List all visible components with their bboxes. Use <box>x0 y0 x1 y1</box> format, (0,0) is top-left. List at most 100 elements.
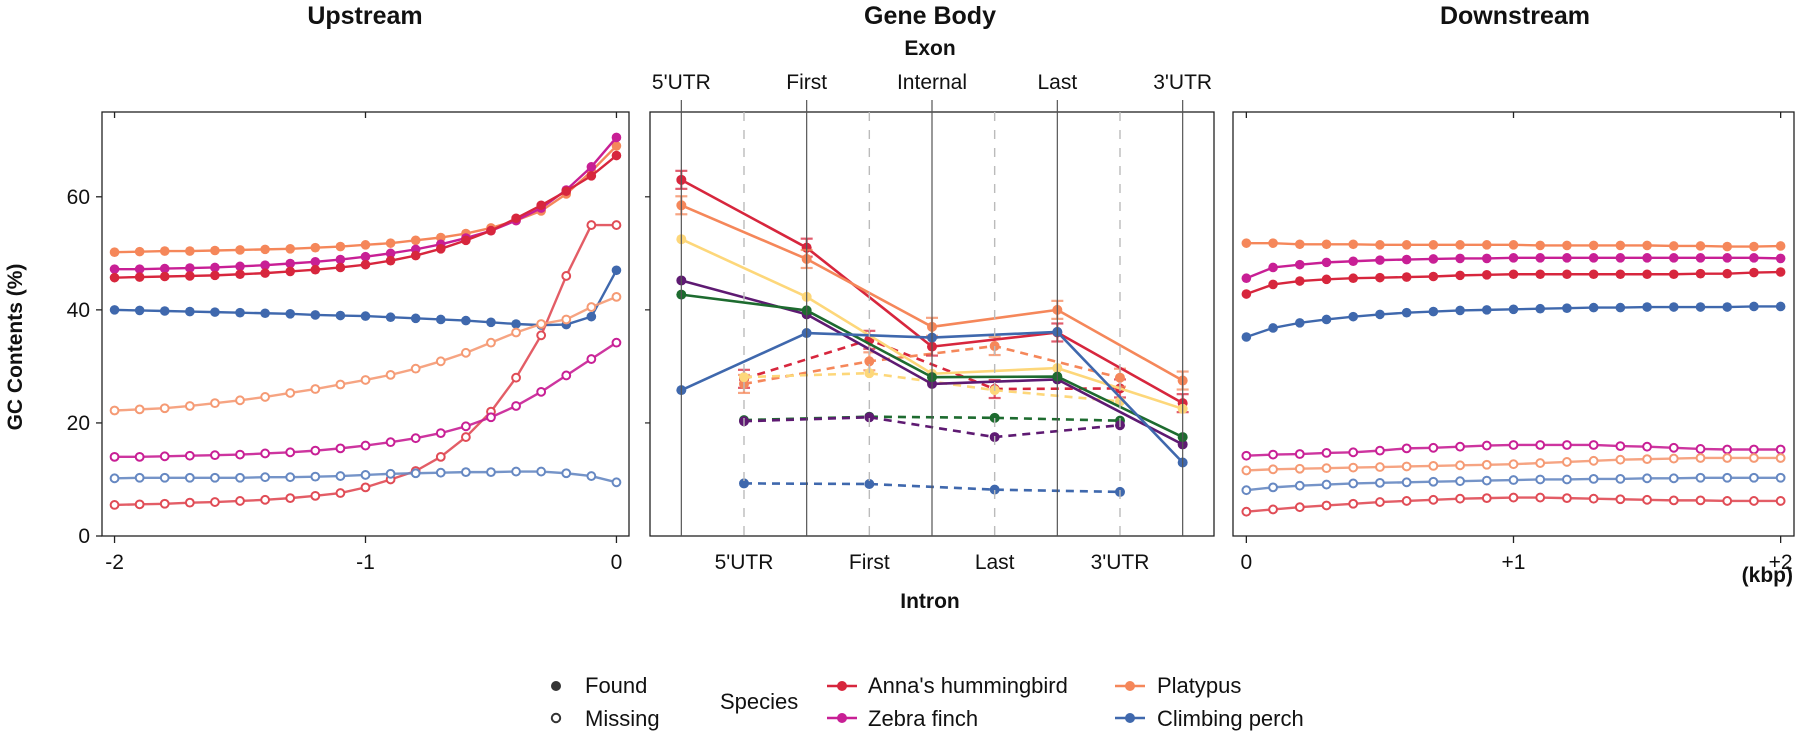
x-tick-label: -2 <box>105 551 124 574</box>
data-point-platypus-missing <box>1455 460 1465 471</box>
data-point-climbing-perch-found <box>1588 302 1599 313</box>
data-point-anna-s-hummingbird-found <box>486 225 496 236</box>
data-point-platypus-missing <box>285 388 296 398</box>
data-point-anna-s-hummingbird-found <box>134 272 145 282</box>
data-point-zebra-finch-found <box>1508 253 1519 263</box>
data-point-climbing-perch-missing <box>1375 477 1385 488</box>
data-point-climbing-perch-missing <box>536 466 547 477</box>
data-point-climbing-perch-found <box>1348 311 1359 322</box>
data-point-anna-s-hummingbird-missing <box>1241 506 1252 517</box>
data-point-anna-s-hummingbird-found <box>1401 272 1412 282</box>
data-point-platypus-found <box>109 247 120 258</box>
data-point-platypus-missing <box>1615 454 1626 465</box>
data-point-anna-s-hummingbird-missing <box>1775 496 1786 506</box>
data-point-zebra-finch-missing <box>486 412 496 423</box>
data-point-climbing-perch-found <box>511 319 521 329</box>
data-point-platypus-found <box>1615 240 1626 251</box>
data-point-platypus-found <box>285 244 296 254</box>
legend-missing-marker <box>550 712 562 724</box>
exon-tick-label: 5'UTR <box>652 71 711 94</box>
data-point-zebra-finch-found <box>1535 253 1546 263</box>
data-point-anna-s-hummingbird-missing <box>1375 497 1385 507</box>
data-point-anna-s-hummingbird-missing <box>1348 498 1359 509</box>
intron-tick-label: Last <box>975 551 1015 574</box>
data-point-platypus-missing <box>335 379 346 390</box>
data-point-zebra-finch-missing <box>159 451 170 462</box>
data-point-anna-s-hummingbird-found <box>1562 269 1572 280</box>
data-point-zebra-finch-found <box>235 261 245 272</box>
axis-layer: 0 20 40 60 -2 -1 0 0 +1 +2 5'UTR First Internal Last 3… <box>67 71 1793 574</box>
data-point-anna-s-hummingbird-found <box>210 270 220 281</box>
data-point-platypus-missing <box>410 363 421 374</box>
data-point-anna-s-hummingbird-found <box>335 262 346 273</box>
data-point-platypus-found <box>1241 238 1252 248</box>
data-point-platypus-found <box>360 240 371 250</box>
data-point-platypus-found <box>134 246 145 257</box>
y-tick-label: 0 <box>78 525 90 548</box>
y-tick-label: 20 <box>67 412 90 435</box>
data-point-climbing-perch-missing <box>435 467 446 478</box>
data-point-zebra-finch-found <box>134 264 145 274</box>
data-point-zebra-finch-found <box>1668 253 1679 263</box>
data-point-platypus-missing <box>235 395 245 406</box>
data-point-platypus-missing <box>511 327 521 338</box>
data-point-anna-s-hummingbird-missing <box>285 493 296 504</box>
data-point-climbing-perch-found <box>1508 304 1519 315</box>
data-point-zebra-finch-missing <box>210 450 220 461</box>
data-point-platypus-found <box>435 232 446 243</box>
data-point-climbing-perch-missing <box>385 468 396 479</box>
plot-layer <box>109 132 1786 517</box>
data-point-zebra-finch-missing <box>1588 440 1599 450</box>
intron-tick-label: 3'UTR <box>1091 551 1150 574</box>
panel-title-gene-body: Gene Body <box>864 2 996 30</box>
data-point-platypus-missing <box>1321 463 1332 474</box>
data-point-climbing-perch-found <box>1775 301 1786 312</box>
data-point-anna-s-hummingbird-found <box>1375 272 1385 283</box>
data-point-zebra-finch-missing <box>1508 440 1519 450</box>
data-point-climbing-perch-missing <box>1588 474 1599 484</box>
data-point-climbing-perch-found <box>159 306 170 316</box>
data-point-anna-s-hummingbird-found <box>109 272 120 283</box>
data-point-anna-s-hummingbird-found <box>185 271 195 281</box>
data-point-anna-s-hummingbird-found <box>1642 269 1652 280</box>
data-point-platypus-found <box>260 244 270 255</box>
data-point-climbing-perch-missing <box>109 473 120 484</box>
data-point-anna-s-hummingbird-missing <box>1668 495 1679 506</box>
data-point-anna-s-hummingbird-found <box>260 268 270 278</box>
data-point-anna-s-hummingbird-found <box>360 259 371 270</box>
data-point-platypus-found <box>410 235 421 246</box>
data-point-zebra-finch-found <box>1615 253 1626 263</box>
data-point-zebra-finch-found <box>1775 253 1786 264</box>
data-point-anna-s-hummingbird-found <box>1695 268 1706 279</box>
legend-label-platypus: Platypus <box>1157 673 1241 698</box>
data-point-platypus-found <box>1375 240 1385 250</box>
data-point-climbing-perch-found <box>1535 303 1546 314</box>
data-point-zebra-finch-missing <box>511 401 521 411</box>
data-point-zebra-finch-missing <box>1535 440 1546 450</box>
data-point-platypus-found <box>1294 239 1305 250</box>
legend-label-annas-hummingbird: Anna's hummingbird <box>868 673 1068 698</box>
data-point-climbing-perch-missing <box>1268 482 1278 493</box>
data-point-zebra-finch-found <box>1588 253 1599 263</box>
data-point-anna-s-hummingbird-found <box>1749 267 1759 278</box>
data-point-anna-s-hummingbird-found <box>410 250 421 261</box>
data-point-climbing-perch-found <box>310 310 321 320</box>
data-point-platypus-found <box>1481 240 1492 250</box>
data-point-anna-s-hummingbird-found <box>511 213 521 224</box>
data-point-zebra-finch-missing <box>536 386 547 397</box>
data-point-climbing-perch-found <box>285 309 296 319</box>
data-point-anna-s-hummingbird-missing <box>1508 492 1519 503</box>
data-point-zebra-finch-missing <box>1401 443 1412 454</box>
data-point-anna-s-hummingbird-missing <box>1321 500 1332 511</box>
data-point-climbing-perch-found <box>185 306 195 317</box>
data-point-anna-s-hummingbird-found <box>385 255 396 266</box>
legend-marker-annas-hummingbird <box>837 681 847 691</box>
data-point-anna-s-hummingbird-missing <box>134 499 145 510</box>
data-point-platypus-found <box>1588 240 1599 251</box>
y-tick-label: 60 <box>67 186 90 209</box>
data-point-zebra-finch-missing <box>1455 441 1465 452</box>
exon-tick-label: Internal <box>897 71 967 94</box>
panel-title-upstream: Upstream <box>307 2 422 30</box>
data-point-platypus-found <box>1722 241 1733 252</box>
downstream-panel-frame <box>1232 111 1795 537</box>
